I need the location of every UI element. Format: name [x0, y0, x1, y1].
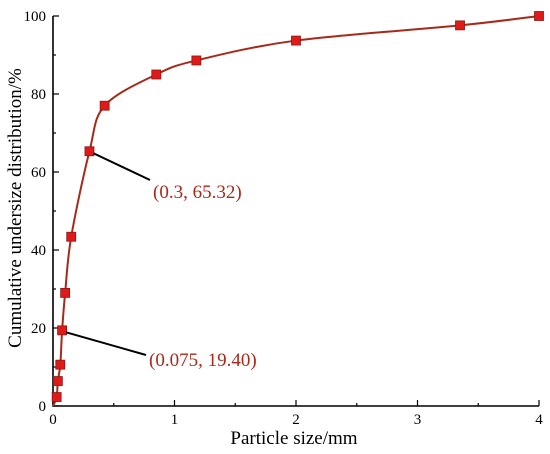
y-tick-label: 40: [31, 243, 46, 259]
data-point: [60, 287, 71, 298]
y-tick-label: 80: [31, 87, 46, 103]
data-point: [455, 20, 465, 31]
fit-curve: [52, 15, 540, 407]
data-point: [291, 35, 301, 46]
annotation-leader-line: [65, 331, 147, 356]
data-point: [151, 69, 162, 80]
y-tick-label: 60: [31, 165, 46, 181]
x-tick-label: 1: [171, 412, 179, 428]
axis-frame: [52, 16, 539, 407]
x-tick-label: 3: [414, 412, 422, 428]
data-point: [66, 231, 77, 242]
annotation-label: (0.3, 65.32): [153, 182, 242, 203]
marker-layer: [51, 11, 544, 402]
data-point: [84, 146, 95, 157]
fit-curve-layer: [52, 15, 540, 407]
x-axis-title: Particle size/mm: [230, 428, 357, 449]
axes: [52, 16, 539, 407]
annotation-layer: (0.3, 65.32) (0.075, 19.40): [65, 152, 257, 371]
data-point: [99, 100, 110, 111]
data-point: [534, 11, 544, 21]
y-axis-title: Cumulative undersize distribution/%: [5, 68, 26, 348]
data-point: [191, 55, 202, 66]
data-point: [57, 325, 68, 336]
annotation-leader-line: [93, 152, 151, 181]
data-point: [51, 392, 62, 402]
y-tick-label: 20: [31, 321, 46, 337]
data-point: [55, 359, 66, 370]
y-tick-label: 0: [39, 399, 47, 415]
data-point: [52, 376, 63, 386]
y-tick-label: 100: [24, 9, 47, 25]
x-tick-label: 4: [535, 412, 543, 428]
x-tick-label: 2: [292, 412, 300, 428]
annotation-label: (0.075, 19.40): [149, 350, 257, 371]
x-tick-label: 0: [49, 412, 57, 428]
